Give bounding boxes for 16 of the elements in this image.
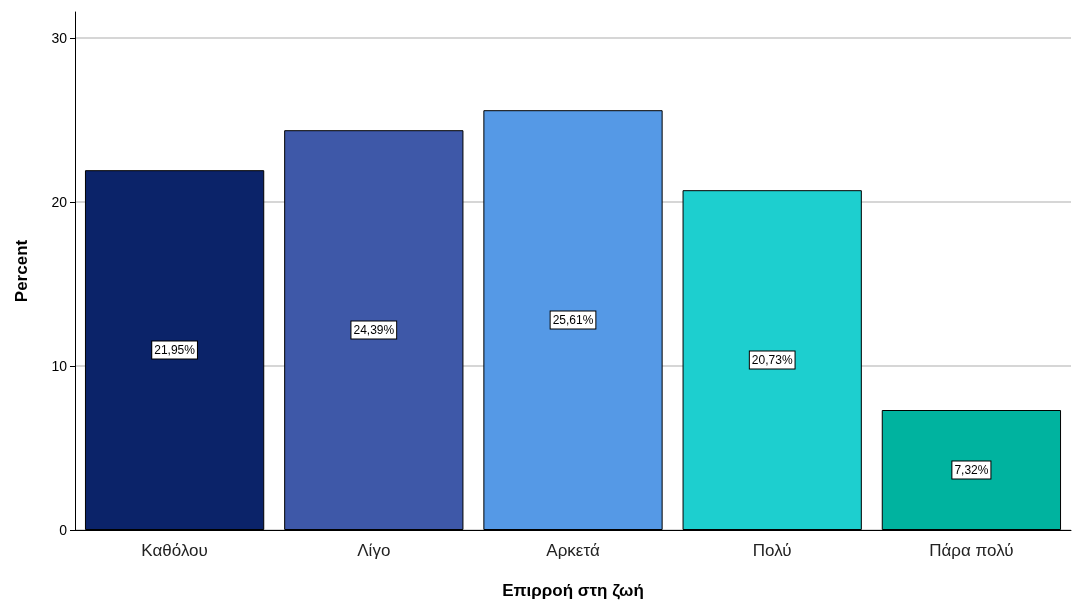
y-tick-label: 30 (51, 30, 68, 47)
y-tick-label: 0 (59, 522, 68, 538)
x-tick-label: Αρκετά (546, 541, 600, 560)
data-label: 25,61% (552, 313, 594, 328)
x-axis-title: Επιρροή στη ζωή (502, 581, 644, 600)
y-axis-title: Percent (12, 239, 31, 303)
x-tick-label: Καθόλου (141, 541, 208, 560)
data-label: 24,39% (353, 323, 395, 338)
x-tick-label: Πολύ (752, 541, 792, 560)
x-tick-label: Λίγο (357, 541, 391, 560)
data-label: 21,95% (154, 343, 196, 358)
y-tick-label: 10 (51, 358, 68, 375)
data-label: 7,32% (954, 463, 989, 477)
data-label: 20,73% (751, 353, 793, 368)
y-tick-label: 20 (51, 194, 68, 211)
x-tick-label: Πάρα πολύ (929, 541, 1014, 560)
